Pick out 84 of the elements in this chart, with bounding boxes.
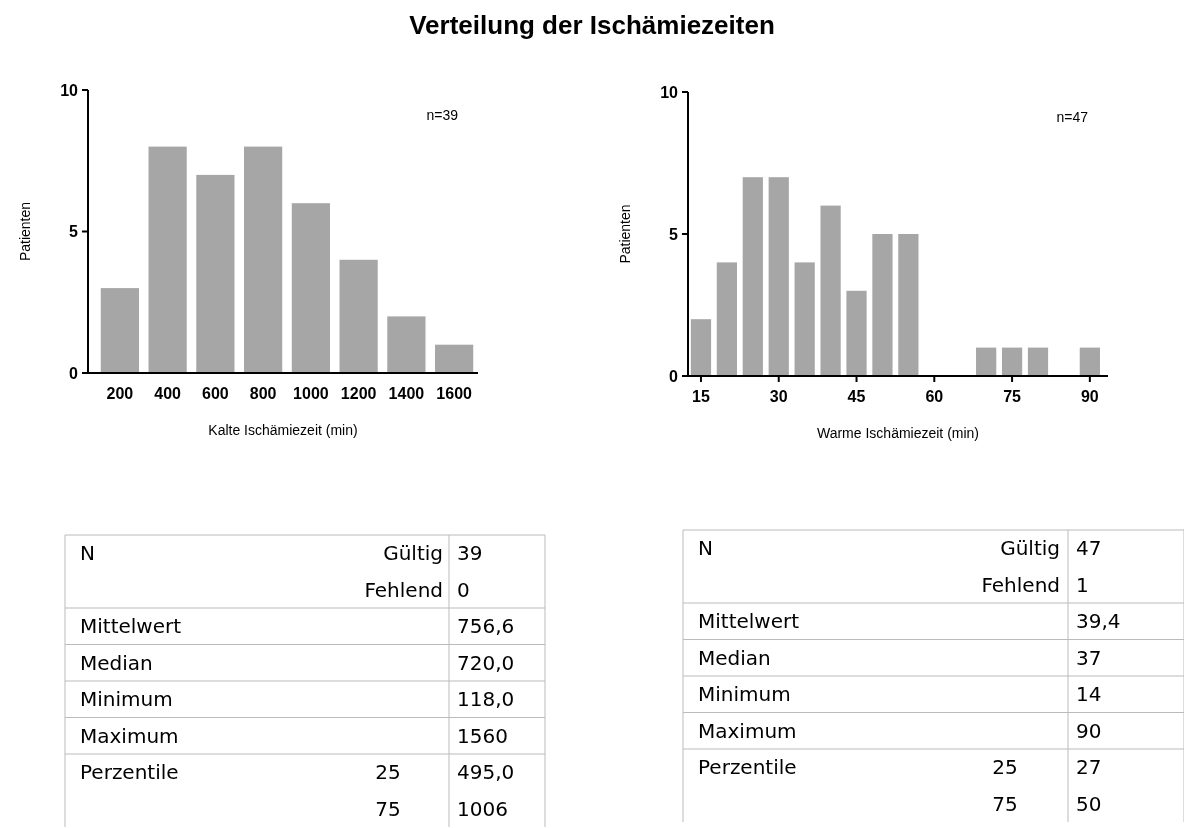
text: 90 bbox=[1076, 718, 1102, 743]
bar bbox=[1079, 347, 1100, 376]
bar bbox=[846, 290, 867, 376]
bar bbox=[794, 262, 815, 376]
text: 50 bbox=[1076, 791, 1102, 816]
x-tick-label: 1000 bbox=[293, 385, 329, 402]
bar bbox=[387, 316, 426, 373]
text: 1 bbox=[1076, 572, 1089, 597]
x-tick-label: 60 bbox=[925, 388, 944, 405]
annotation: n=47 bbox=[1056, 109, 1089, 125]
bar bbox=[291, 203, 330, 373]
x-tick-label: 200 bbox=[106, 385, 134, 402]
bar bbox=[148, 146, 187, 373]
text: 118,0 bbox=[457, 687, 515, 712]
y-tick-label: 10 bbox=[60, 81, 79, 99]
text: Gültig bbox=[1000, 536, 1060, 561]
bar bbox=[196, 174, 235, 373]
category-label: Mittelwert bbox=[698, 609, 800, 634]
x-axis-title: Warme Ischämiezeit (min) bbox=[816, 425, 980, 441]
x-tick-label: 1400 bbox=[388, 385, 425, 402]
text: Fehlend bbox=[981, 572, 1060, 597]
x-tick-label: 15 bbox=[692, 388, 710, 405]
y-tick-label: 10 bbox=[660, 83, 679, 101]
x-tick-label: 30 bbox=[769, 388, 788, 405]
y-tick-label: 0 bbox=[669, 367, 679, 385]
annotation: n=39 bbox=[426, 107, 459, 123]
text: 39,4 bbox=[1076, 609, 1121, 634]
text: 0 bbox=[457, 577, 470, 602]
category-label: Minimum bbox=[80, 687, 173, 712]
y-tick-label: 0 bbox=[69, 364, 79, 382]
bar bbox=[820, 205, 841, 376]
category-label: Perzentile bbox=[698, 755, 797, 780]
y-tick-label: 5 bbox=[69, 223, 79, 241]
bar bbox=[872, 234, 893, 376]
x-tick-label: 90 bbox=[1080, 388, 1099, 405]
text: 495,0 bbox=[457, 760, 515, 785]
category-label: N bbox=[698, 536, 713, 561]
bar bbox=[690, 319, 712, 376]
text: 1006 bbox=[457, 796, 508, 821]
x-tick-label: 1200 bbox=[340, 385, 377, 402]
x-tick-label: 45 bbox=[847, 388, 866, 405]
category-label: Mittelwert bbox=[80, 614, 182, 639]
bar bbox=[742, 177, 763, 376]
x-tick-label: 1600 bbox=[436, 385, 473, 402]
x-tick-label: 600 bbox=[202, 385, 229, 402]
x-axis-title: Kalte Ischämiezeit (min) bbox=[208, 422, 358, 438]
text: 25 bbox=[992, 755, 1018, 780]
text: 37 bbox=[1076, 645, 1102, 670]
text: 756,6 bbox=[457, 614, 515, 639]
text: 47 bbox=[1076, 536, 1102, 561]
x-tick-label: 800 bbox=[249, 385, 277, 402]
category-label: Maximum bbox=[80, 723, 179, 748]
bar bbox=[339, 259, 378, 373]
bar bbox=[768, 177, 789, 376]
y-tick-label: 5 bbox=[669, 225, 679, 243]
x-tick-label: 75 bbox=[1003, 388, 1022, 405]
text: Verteilung der Ischämiezeiten bbox=[409, 10, 775, 40]
text: Gültig bbox=[383, 541, 443, 566]
bar bbox=[1027, 347, 1049, 376]
y-axis-title: Patienten bbox=[617, 204, 633, 264]
bar bbox=[716, 262, 737, 376]
bar bbox=[244, 146, 283, 373]
category-label: Median bbox=[80, 650, 153, 675]
text: Fehlend bbox=[364, 577, 443, 602]
bar bbox=[976, 347, 997, 376]
bar bbox=[1001, 347, 1023, 376]
category-label: N bbox=[80, 541, 95, 566]
bar bbox=[435, 344, 474, 373]
text: 75 bbox=[992, 791, 1018, 816]
text: 39 bbox=[457, 541, 483, 566]
category-label: Perzentile bbox=[80, 760, 179, 785]
x-tick-label: 400 bbox=[154, 385, 182, 402]
category-label: Minimum bbox=[698, 682, 791, 707]
text: 25 bbox=[375, 760, 401, 785]
text: 14 bbox=[1076, 682, 1102, 707]
text: 720,0 bbox=[457, 650, 515, 675]
text: 75 bbox=[375, 796, 401, 821]
category-label: Median bbox=[698, 645, 771, 670]
text: 27 bbox=[1076, 755, 1102, 780]
y-axis-title: Patienten bbox=[17, 201, 33, 262]
category-label: Maximum bbox=[698, 718, 797, 743]
bar bbox=[898, 234, 919, 376]
text: 1560 bbox=[457, 723, 508, 748]
bar bbox=[100, 288, 139, 373]
